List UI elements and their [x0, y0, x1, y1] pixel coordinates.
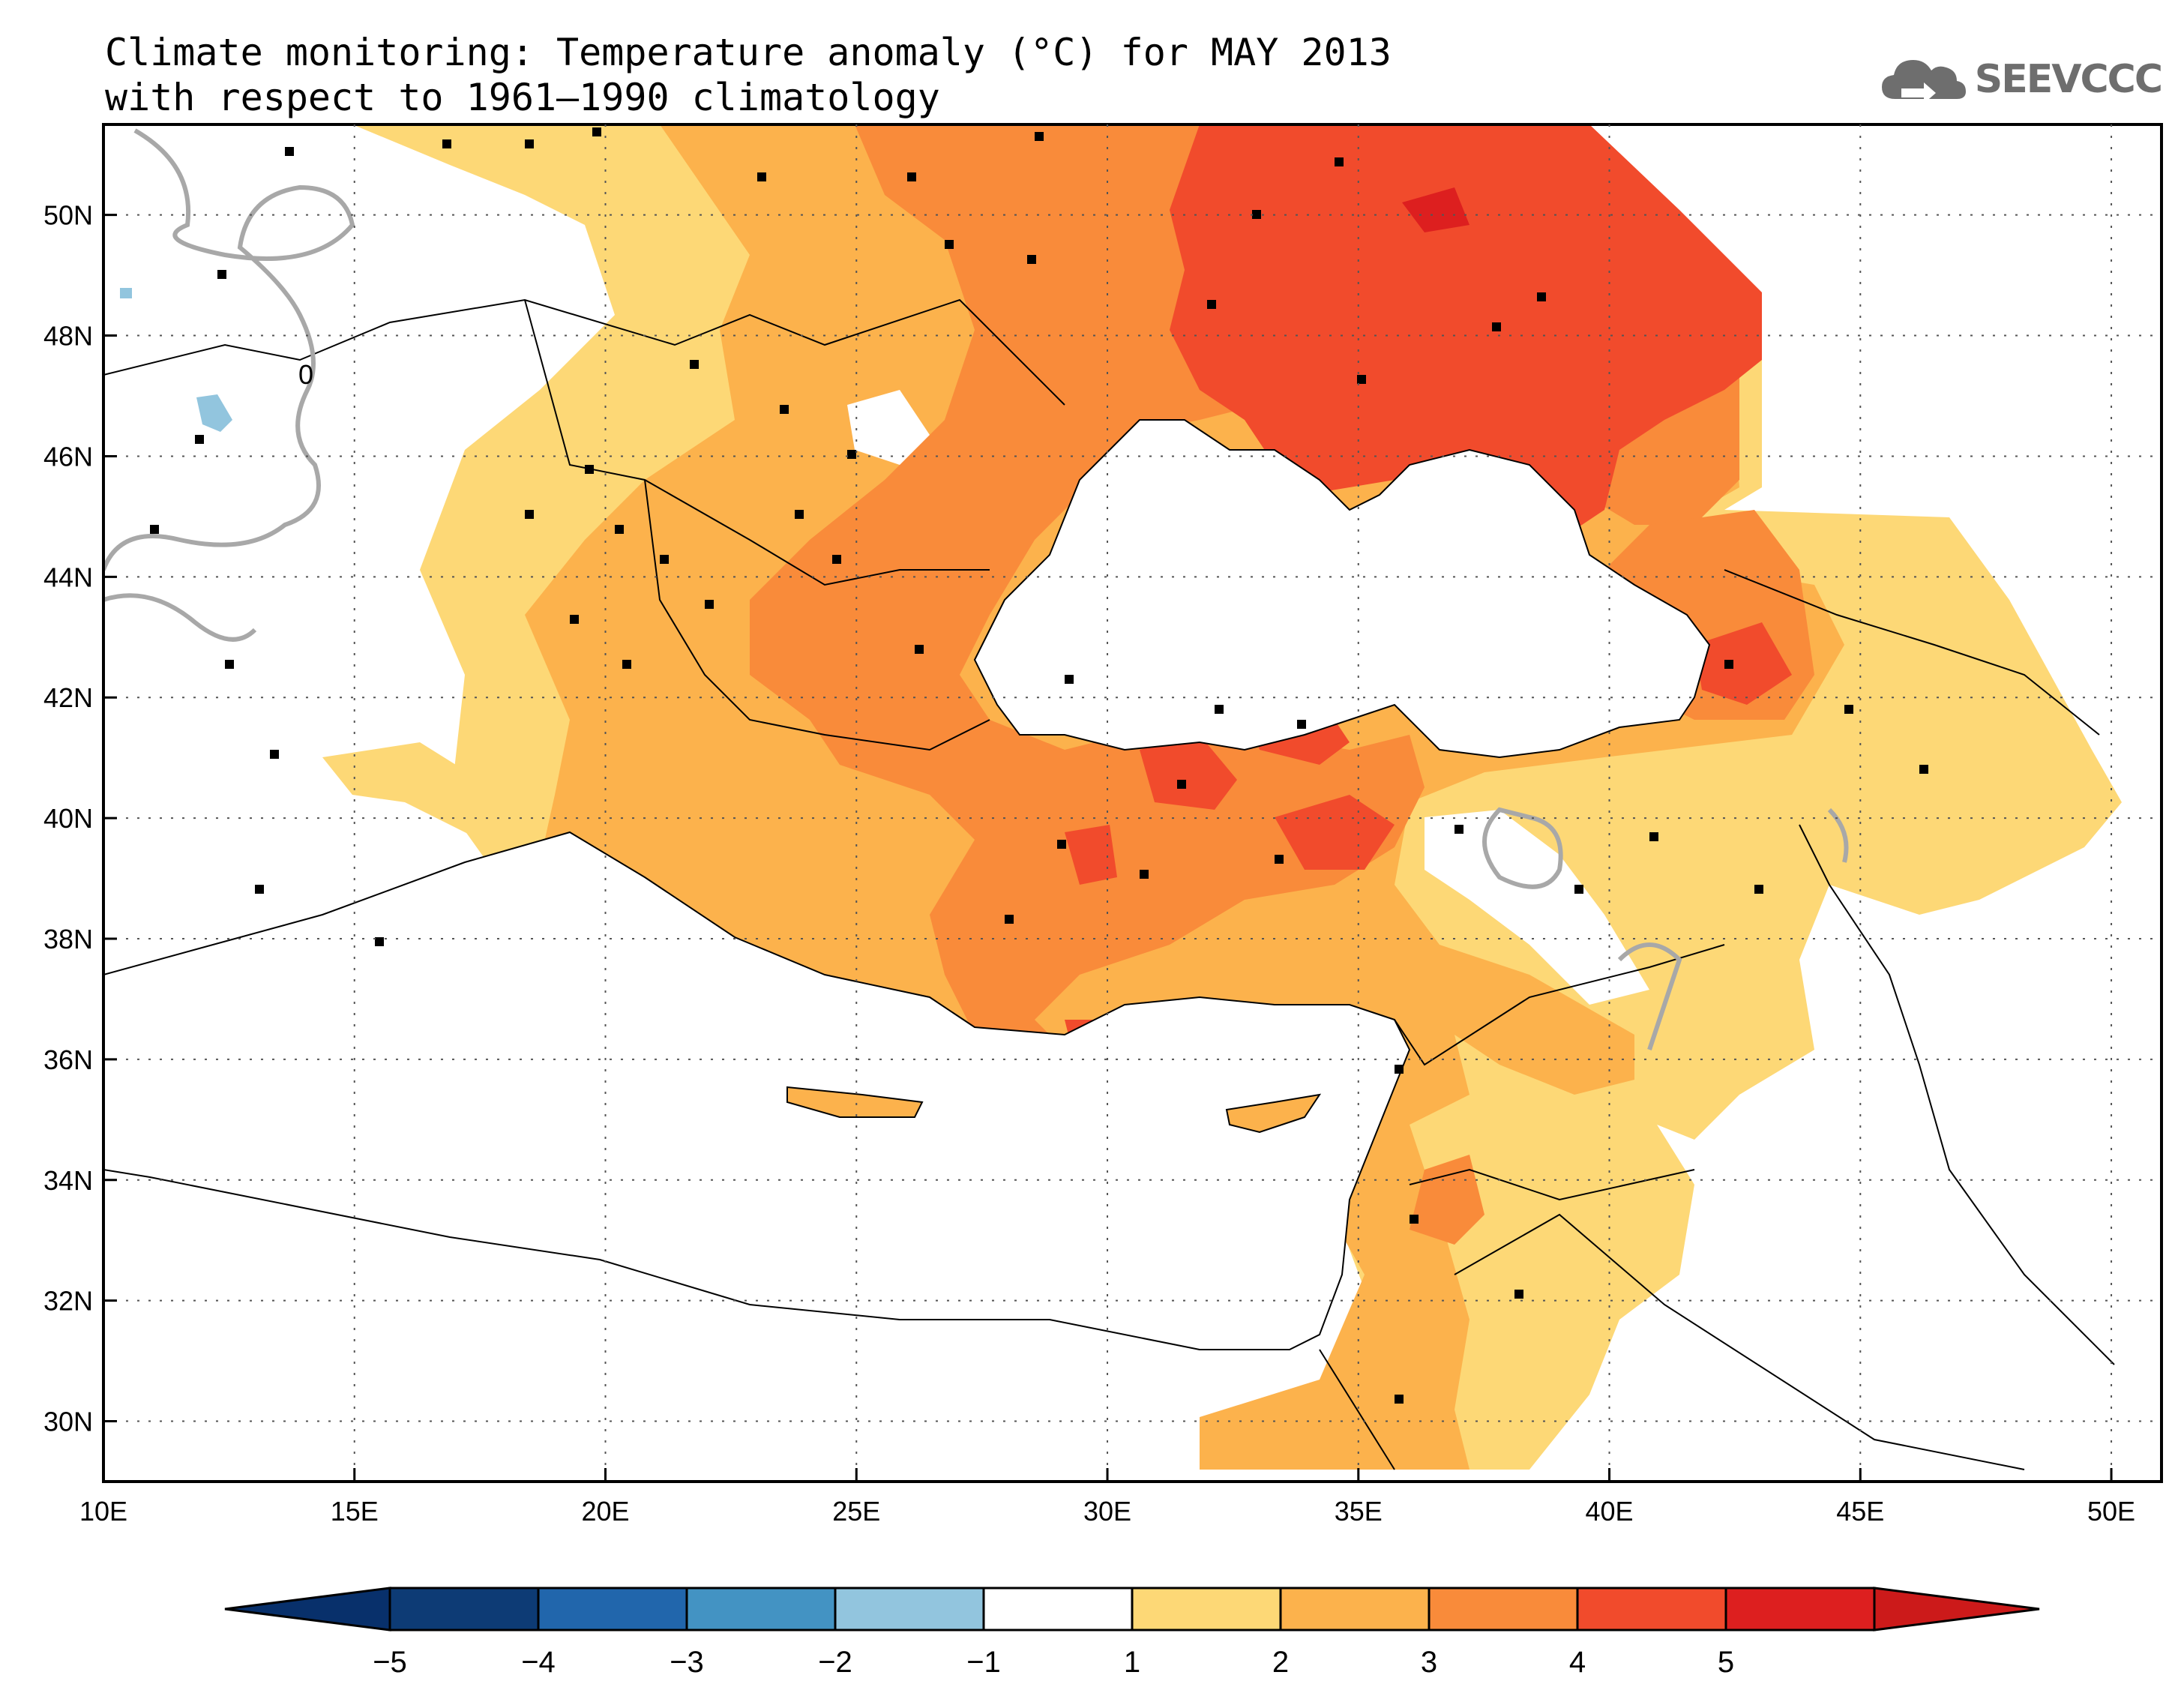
x-tick-label: 35E — [1335, 1496, 1383, 1527]
mediterranean-sea — [103, 831, 1411, 1350]
anomaly-region-neutral-pannonian — [847, 390, 930, 465]
y-tick-label: 46N — [43, 441, 93, 472]
anomaly-region-4-5-anatolia-c — [1275, 795, 1395, 870]
y-tick-label: 40N — [43, 803, 93, 834]
x-tick-label: 45E — [1836, 1496, 1884, 1527]
y-tick-label: 38N — [43, 924, 93, 954]
x-tick-label: 10E — [79, 1496, 127, 1527]
colorbar-label: 5 — [1718, 1646, 1734, 1679]
title-line-1: Climate monitoring: Temperature anomaly … — [105, 31, 1392, 74]
y-tick-label: 34N — [43, 1165, 93, 1196]
black-sea — [973, 419, 1711, 759]
x-tick-label: 40E — [1586, 1496, 1634, 1527]
country-borders — [103, 298, 2115, 1470]
anomaly-region-negative-west — [120, 288, 132, 298]
colorbar-swatch — [537, 1587, 688, 1632]
graticule — [103, 124, 2162, 1482]
colorbar-above-arrow — [1873, 1587, 2040, 1632]
y-tick-label: 42N — [43, 682, 93, 713]
anomaly-region-4-5-georgia — [1694, 622, 1792, 705]
colorbar-swatch — [1428, 1587, 1579, 1632]
anomaly-fill-layer: 0 — [103, 124, 2122, 1470]
title-line-2: with respect to 1961–1990 climatology — [105, 76, 940, 119]
x-tick-label: 30E — [1083, 1496, 1131, 1527]
anomaly-region-4-5-anatolia-a — [1140, 735, 1237, 810]
map-title: Climate monitoring: Temperature anomaly … — [105, 30, 1392, 120]
colorbar-swatch — [1576, 1587, 1727, 1632]
x-tick-label: 50E — [2087, 1496, 2135, 1527]
crete — [786, 1086, 924, 1118]
anomaly-region-neutral-east-anatolia — [1425, 810, 1649, 1005]
anomaly-region-4-5-anatolia-d — [1065, 825, 1117, 885]
map-frame — [102, 123, 2163, 1483]
y-axis: 50N 48N 46N 44N 42N 40N 38N 36N 34N 32N 30N — [43, 200, 117, 1437]
colorbar-label: −2 — [818, 1646, 852, 1679]
colorbar-swatch — [388, 1587, 540, 1632]
colorbar-label: 1 — [1124, 1646, 1140, 1679]
anomaly-region-1-2-italy — [322, 742, 525, 840]
zero-contours — [103, 128, 1849, 1050]
x-axis: 10E 15E 20E 25E 30E 35E 40E 45E 50E — [79, 1468, 2135, 1527]
x-tick-label: 15E — [331, 1496, 379, 1527]
anomaly-region-3-4-levant — [1410, 1155, 1484, 1245]
y-tick-label: 32N — [43, 1286, 93, 1317]
colorbar: −5 −4 −3 −2 −1 1 2 3 4 5 — [224, 1587, 2040, 1679]
colorbar-swatch — [1131, 1587, 1282, 1632]
colorbar-label: −3 — [670, 1646, 704, 1679]
colorbar-swatch — [834, 1587, 985, 1632]
anomaly-region-4-5 — [1170, 124, 1762, 540]
anomaly-region-negative-alps — [196, 394, 232, 432]
colorbar-label: 4 — [1569, 1646, 1586, 1679]
cyprus — [1225, 1093, 1322, 1134]
colorbar-swatch — [1724, 1587, 1876, 1632]
cloud-icon — [1881, 60, 1966, 103]
colorbar-swatch — [1279, 1587, 1431, 1632]
contour-label: 0 — [298, 359, 313, 390]
y-tick-label: 48N — [43, 321, 93, 352]
colorbar-swatch — [982, 1587, 1134, 1632]
x-tick-label: 20E — [581, 1496, 629, 1527]
seevccc-logo: SEEVCCC — [1879, 49, 2163, 109]
y-tick-label: 44N — [43, 562, 93, 592]
colorbar-below-arrow — [224, 1587, 391, 1632]
colorbar-label: 3 — [1421, 1646, 1437, 1679]
colorbar-label: 2 — [1272, 1646, 1289, 1679]
colorbar-swatch — [685, 1587, 837, 1632]
y-tick-label: 30N — [43, 1407, 93, 1437]
logo-text: SEEVCCC — [1974, 57, 2163, 102]
y-tick-label: 36N — [43, 1044, 93, 1075]
anomaly-region-above-5 — [1402, 187, 1469, 232]
station-markers — [150, 127, 1928, 1404]
colorbar-label: −1 — [966, 1646, 1001, 1679]
colorbar-label: −4 — [521, 1646, 556, 1679]
y-tick-label: 50N — [43, 200, 93, 231]
colorbar-label: −5 — [373, 1646, 407, 1679]
x-tick-label: 25E — [832, 1496, 880, 1527]
